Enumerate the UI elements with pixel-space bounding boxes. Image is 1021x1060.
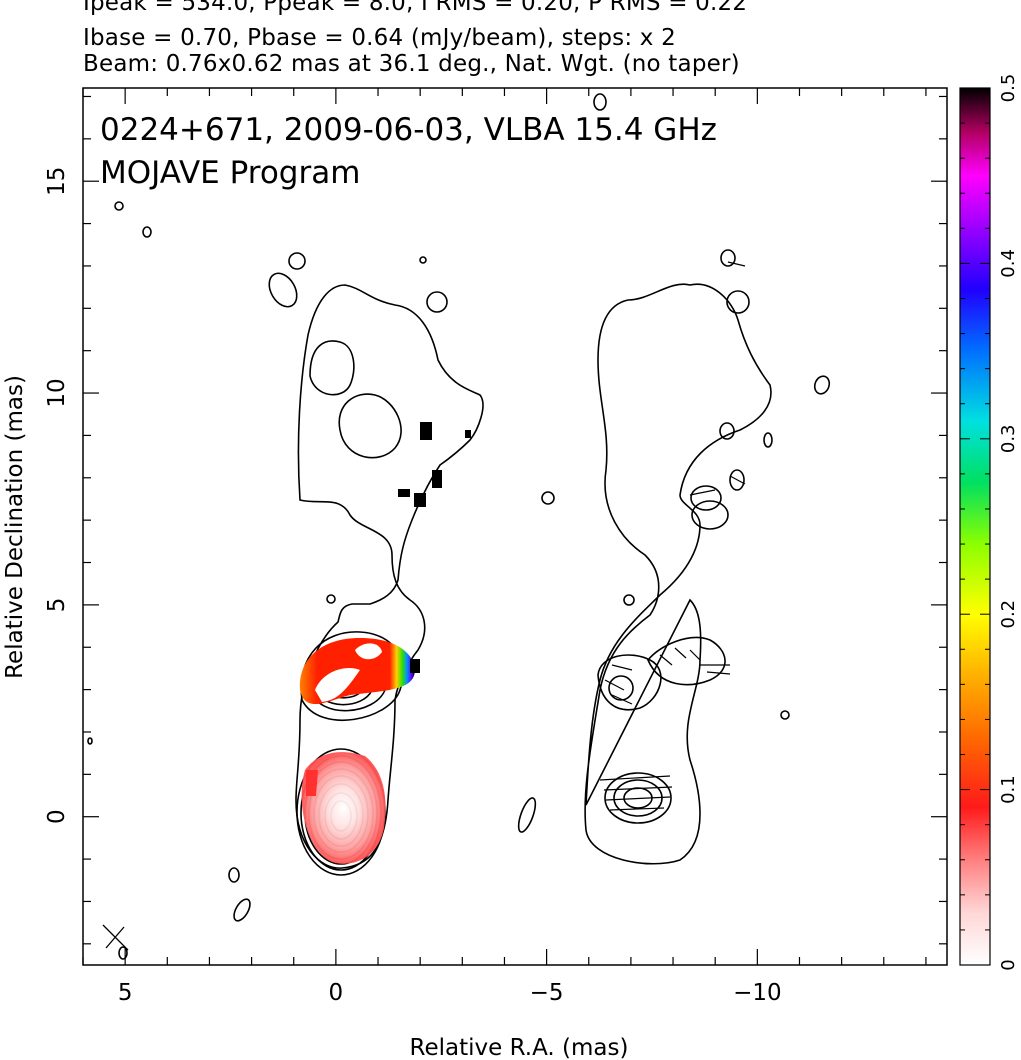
y-tick-label: 15: [44, 167, 70, 196]
polarization-color-layer: [299, 422, 471, 864]
x-tick-label: 5: [118, 980, 133, 1006]
x-tick-label: −10: [733, 980, 782, 1006]
y-tick-label: 0: [44, 809, 70, 824]
axis-tick-labels: 5 0 −5 −10 0 5 10 15: [44, 167, 782, 1006]
polarized-contours: [584, 249, 831, 865]
plot-title: 0224+671, 2009-06-03, VLBA 15.4 GHz: [100, 112, 717, 148]
colorbar-tick-label: 0.3: [998, 424, 1019, 453]
x-axis-label: Relative R.A. (mas): [410, 1035, 629, 1060]
header-peak-line: Ipeak = 534.0, Ppeak = 8.0, I RMS = 0.20…: [83, 0, 748, 16]
colorbar: [960, 88, 990, 965]
plot-subtitle: MOJAVE Program: [100, 155, 360, 191]
beam-symbol: [102, 924, 129, 951]
colorbar-frame: [959, 87, 991, 966]
header-base-line: Ibase = 0.70, Pbase = 0.64 (mJy/beam), s…: [83, 25, 676, 51]
colorbar-tick-label: 0.1: [998, 775, 1019, 804]
colorbar-tick-label: 0.5: [998, 74, 1019, 103]
y-tick-label: 5: [44, 598, 70, 613]
colorbar-tick-label: 0.4: [998, 249, 1019, 278]
y-axis-label: Relative Declination (mas): [2, 375, 28, 679]
x-tick-label: 0: [329, 980, 344, 1006]
colorbar-ticks: 0 0.1 0.2 0.3 0.4 0.5: [960, 74, 1019, 971]
x-tick-label: −5: [530, 980, 564, 1006]
colorbar-tick-label: 0: [998, 959, 1019, 970]
image-layer: 0224+671, 2009-06-03, VLBA 15.4 GHz MOJA…: [87, 93, 831, 960]
y-tick-label: 10: [44, 378, 70, 407]
plot-frame: [82, 87, 948, 966]
header-beam-line: Beam: 0.76x0.62 mas at 36.1 deg., Nat. W…: [83, 51, 740, 77]
axis-ticks: [82, 88, 947, 965]
colorbar-tick-label: 0.2: [998, 600, 1019, 629]
